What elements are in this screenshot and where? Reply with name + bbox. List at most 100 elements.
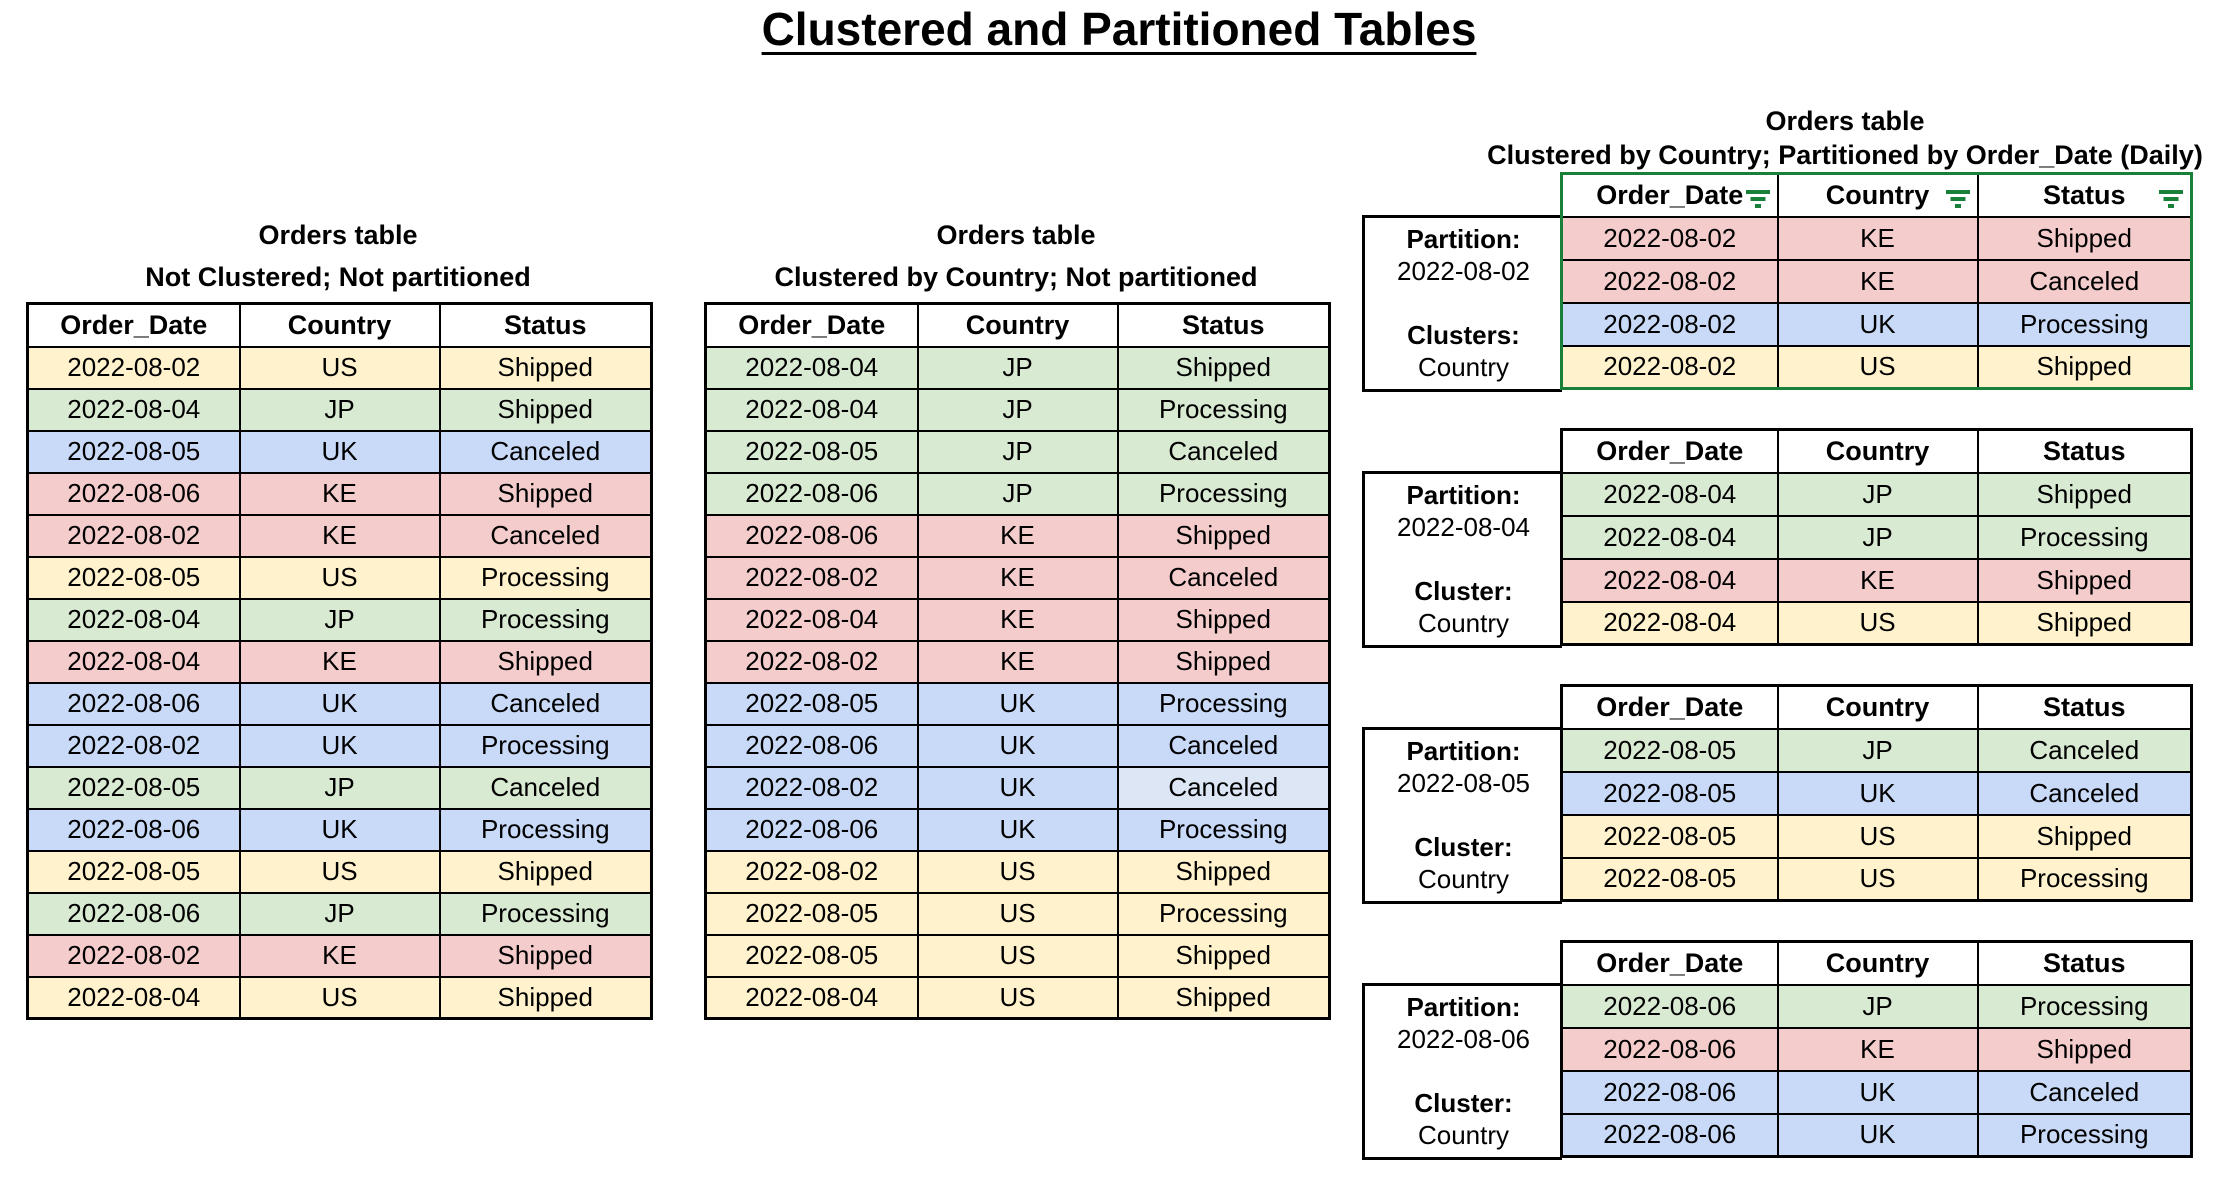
table-row: 2022-08-05 US Shipped (1560, 813, 2193, 859)
order-date-cell: 2022-08-06 (1560, 1069, 1779, 1115)
partition-info: Partition: 2022-08-04 (1365, 479, 1562, 543)
table-row: 2022-08-04 JP Processing (1560, 514, 2193, 560)
partition-value: 2022-08-05 (1397, 768, 1530, 798)
status-cell: Canceled (1976, 770, 2193, 816)
order-date-cell: 2022-08-02 (1560, 301, 1779, 347)
right-section-subtitle: Clustered by Country; Partitioned by Ord… (1487, 140, 2203, 170)
table-row: 2022-08-06 UK Canceled (704, 723, 1331, 768)
partition-label-box: Partition: 2022-08-04 Cluster: Country (1362, 471, 1562, 648)
table-row: 2022-08-04 US Shipped (704, 975, 1331, 1020)
status-cell: Shipped (438, 387, 653, 432)
orders-table-not-clustered: Order_Date Country Status 2022-08-02 US Sh… (26, 302, 653, 1020)
cluster-label: Cluster: (1414, 576, 1513, 606)
partition-block-2022-08-02: Partition: 2022-08-02 Clusters: Country … (1362, 172, 2193, 394)
orders-partition-table-2022-08-05: Order_Date Country Status 2022-08-05 JP Ca… (1560, 684, 2193, 902)
cluster-info: Cluster: Country (1365, 831, 1562, 895)
table-row: 2022-08-06 KE Shipped (704, 513, 1331, 558)
table-row: 2022-08-05 US Shipped (26, 849, 653, 894)
country-cell: KE (1776, 258, 1979, 304)
header-row: Order_Date Country Status (1560, 940, 2193, 986)
status-cell: Canceled (1976, 1069, 2193, 1115)
partition-info: Partition: 2022-08-06 (1365, 991, 1562, 1055)
status-cell: Shipped (1116, 849, 1331, 894)
country-cell: UK (916, 681, 1119, 726)
status-cell: Processing (1116, 807, 1331, 852)
country-cell: UK (238, 429, 441, 474)
order-date-cell: 2022-08-05 (26, 765, 241, 810)
status-cell: Processing (1116, 387, 1331, 432)
table-row: 2022-08-05 JP Canceled (26, 765, 653, 810)
table-row: 2022-08-05 JP Canceled (704, 429, 1331, 474)
table-row: 2022-08-02 KE Canceled (26, 513, 653, 558)
order-date-cell: 2022-08-06 (704, 723, 919, 768)
column-header-status: Status (1976, 684, 2193, 730)
header-row: Order_Date Country Status (1560, 428, 2193, 474)
partition-label: Partition: (1406, 480, 1521, 510)
order-date-cell: 2022-08-04 (26, 975, 241, 1020)
country-cell: JP (916, 387, 1119, 432)
status-cell: Shipped (1976, 215, 2193, 261)
status-cell: Shipped (1116, 639, 1331, 684)
country-cell: JP (916, 429, 1119, 474)
cluster-label: Clusters: (1407, 320, 1520, 350)
header-row: Order_Date Country Status (1560, 684, 2193, 730)
section-not-clustered: Orders table Not Clustered; Not partitio… (26, 218, 653, 1020)
section-clustered: Orders table Clustered by Country; Not p… (704, 218, 1331, 1020)
partition-label-box: Partition: 2022-08-02 Clusters: Country (1362, 215, 1562, 392)
table-row: 2022-08-02 UK Processing (26, 723, 653, 768)
table-row: 2022-08-04 KE Shipped (704, 597, 1331, 642)
header-row: Order_Date Country Status (1560, 172, 2193, 218)
column-header-status: Status (1976, 428, 2193, 474)
table-row: 2022-08-04 JP Processing (26, 597, 653, 642)
status-cell: Processing (438, 891, 653, 936)
table-row: 2022-08-05 UK Processing (704, 681, 1331, 726)
order-date-cell: 2022-08-02 (704, 639, 919, 684)
country-cell: UK (1776, 1069, 1979, 1115)
partition-label: Partition: (1406, 992, 1521, 1022)
status-cell: Shipped (438, 849, 653, 894)
status-cell: Shipped (438, 639, 653, 684)
order-date-cell: 2022-08-05 (1560, 770, 1779, 816)
table-row: 2022-08-05 UK Canceled (1560, 770, 2193, 816)
order-date-cell: 2022-08-02 (1560, 258, 1779, 304)
cluster-label: Cluster: (1414, 1088, 1513, 1118)
cluster-value: Country (1417, 1120, 1510, 1150)
status-cell: Processing (1976, 514, 2193, 560)
table-row: 2022-08-05 US Processing (26, 555, 653, 600)
column-header-country: Country (1776, 428, 1979, 474)
order-date-cell: 2022-08-04 (1560, 514, 1779, 560)
table-row: 2022-08-05 UK Canceled (26, 429, 653, 474)
partition-label-box: Partition: 2022-08-06 Cluster: Country (1362, 983, 1562, 1160)
filter-icon[interactable] (2159, 185, 2183, 209)
partition-value: 2022-08-06 (1397, 1024, 1530, 1054)
column-header-country: Country (1776, 172, 1979, 218)
country-cell: US (916, 891, 1119, 936)
partition-block-2022-08-05: Partition: 2022-08-05 Cluster: Country O… (1362, 684, 2193, 906)
filter-icon[interactable] (1745, 185, 1770, 209)
order-date-cell: 2022-08-05 (704, 891, 919, 936)
status-cell: Canceled (438, 765, 653, 810)
table-row: 2022-08-04 JP Shipped (26, 387, 653, 432)
country-cell: KE (1776, 557, 1979, 603)
table-row: 2022-08-06 UK Processing (26, 807, 653, 852)
order-date-cell: 2022-08-05 (26, 849, 241, 894)
column-header-order-date: Order_Date (26, 302, 241, 348)
status-cell: Shipped (1976, 344, 2193, 390)
cluster-info: Cluster: Country (1365, 575, 1562, 639)
table-row: 2022-08-05 US Shipped (704, 933, 1331, 978)
left-table-subtitle: Not Clustered; Not partitioned (145, 262, 531, 292)
country-cell: US (238, 849, 441, 894)
cluster-info: Cluster: Country (1365, 1087, 1562, 1151)
table-row: 2022-08-06 UK Processing (704, 807, 1331, 852)
country-cell: JP (238, 387, 441, 432)
table-row: 2022-08-02 UK Processing (1560, 301, 2193, 347)
order-date-cell: 2022-08-06 (26, 681, 241, 726)
country-cell: JP (1776, 471, 1979, 517)
country-cell: KE (916, 639, 1119, 684)
filter-icon[interactable] (1945, 185, 1970, 209)
status-cell: Processing (1976, 301, 2193, 347)
partition-block-2022-08-04: Partition: 2022-08-04 Cluster: Country O… (1362, 428, 2193, 650)
country-cell: UK (1776, 301, 1979, 347)
country-cell: US (916, 975, 1119, 1020)
status-cell: Shipped (1116, 975, 1331, 1020)
